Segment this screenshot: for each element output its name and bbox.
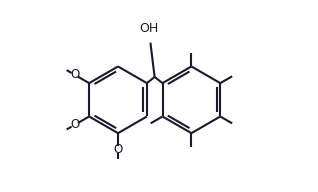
Text: O: O [70,118,79,131]
Text: O: O [70,68,79,81]
Text: OH: OH [139,22,158,35]
Text: O: O [114,143,123,156]
